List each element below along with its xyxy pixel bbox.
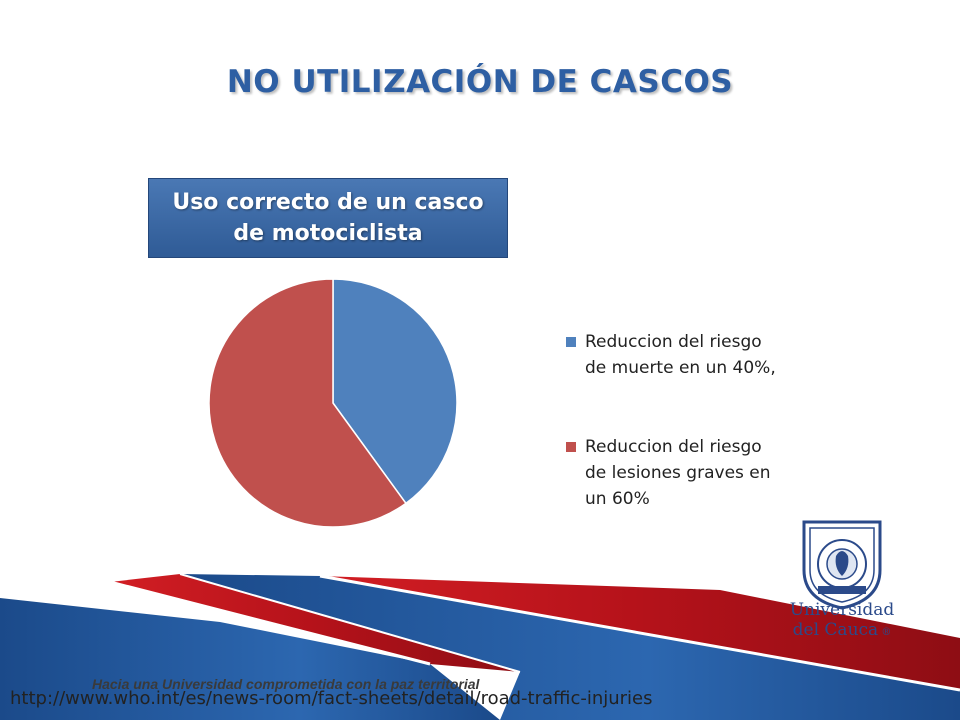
source-link[interactable]: http://www.who.int/es/news-room/fact-she… (10, 688, 653, 709)
stripe-red-left (110, 574, 520, 672)
stripe-blue-left (0, 598, 500, 720)
university-name: Universidad del Cauca ® (782, 600, 902, 643)
slide-title: NO UTILIZACIÓN DE CASCOS (226, 64, 734, 100)
university-name-line2: del Cauca ® (792, 620, 892, 640)
legend-label: Reduccion del riesgo de muerte en un 40%… (585, 332, 776, 378)
footer-slogan: Hacia una Universidad comprometida con l… (92, 676, 480, 692)
university-name-line1: Universidad (789, 600, 895, 620)
legend-swatch-blue (566, 337, 576, 347)
university-seal-icon (802, 520, 882, 610)
pie-slice-0 (332, 278, 458, 505)
legend-label: Reduccion del riesgo de lesiones graves … (585, 437, 771, 509)
pie-slice-1 (208, 278, 407, 528)
legend-item-muerte: Reduccion del riesgo de muerte en un 40%… (566, 329, 776, 381)
footer-stripes (0, 573, 960, 720)
stripe-blue-main (180, 574, 960, 720)
legend-swatch-red (566, 442, 576, 452)
legend-item-lesiones: Reduccion del riesgo de lesiones graves … (566, 434, 776, 512)
chart-title: Uso correcto de un casco de motociclista (148, 178, 508, 258)
